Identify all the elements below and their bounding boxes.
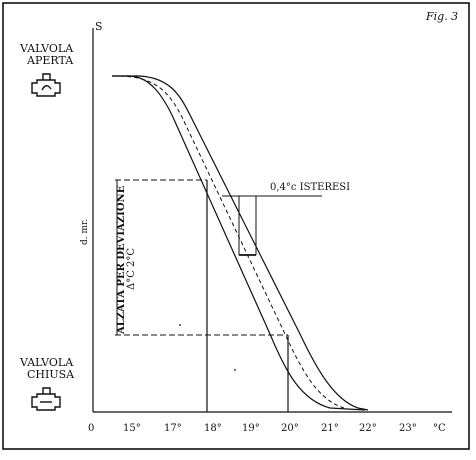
x-tick-15: 15° — [123, 423, 141, 434]
x-axis-unit: °C — [433, 423, 446, 434]
curve-left — [112, 75, 366, 411]
dot — [234, 369, 236, 371]
open-label-line1: VALVOLA — [19, 42, 74, 55]
x-tick-labels: 0 15° 17° 18° 19° 20° 21° 22° 23° — [88, 423, 417, 434]
curve-right — [112, 75, 369, 411]
dot — [179, 324, 181, 326]
x-tick-19: 19° — [242, 423, 260, 434]
x-tick-18: 18° — [204, 423, 222, 434]
figure-label: Fig. 3 — [425, 10, 458, 23]
valve-closed-icon — [31, 387, 61, 411]
vertical-annotation-1: ALZATA PER DEVIAZIONE — [116, 185, 127, 335]
x-tick-21: 21° — [321, 423, 339, 434]
x-tick-17: 17° — [164, 423, 182, 434]
x-tick-23: 23° — [399, 423, 417, 434]
open-label-line2: APERTA — [26, 54, 74, 67]
x-tick-20: 20° — [281, 423, 299, 434]
frame — [2, 2, 470, 450]
closed-label-line1: VALVOLA — [19, 356, 74, 369]
x-tick-0: 0 — [88, 423, 94, 434]
vertical-annotation-2: Δ°C 2°C — [126, 248, 137, 290]
y-axis-top-label: S — [95, 20, 103, 33]
x-tick-22: 22° — [359, 423, 377, 434]
hysteresis-label: 0,4°c ISTERESI — [270, 182, 350, 193]
closed-label-line2: CHIUSA — [27, 368, 75, 381]
curve-center-dashed — [119, 75, 345, 409]
valve-open-icon — [31, 73, 61, 97]
y-axis-label: d. mr. — [80, 219, 90, 245]
